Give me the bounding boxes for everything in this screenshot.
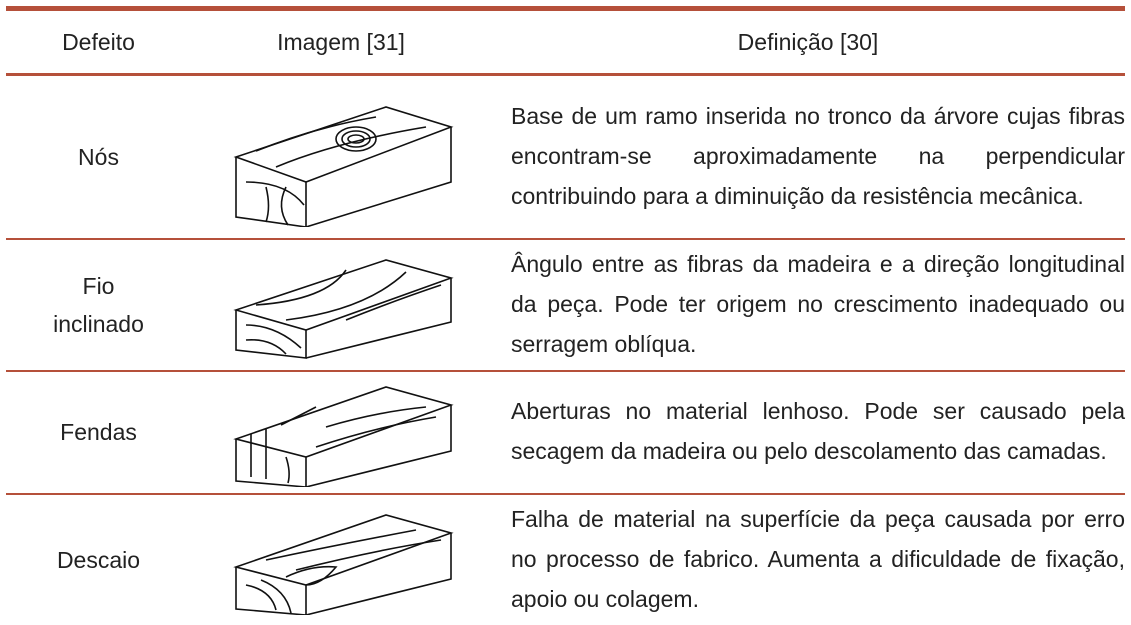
row: Fendas Aberturas no material lenhoso. Po… (6, 371, 1125, 494)
definition: Aberturas no material lenhoso. Pode ser … (511, 398, 1125, 464)
defect-name: Nós (78, 143, 119, 170)
header-cell: Defeito (62, 28, 135, 55)
defect-name: Descaio (56, 546, 141, 573)
row: Nós Base de um ramo inserida no tronco d… (6, 75, 1125, 239)
defect-name: Fio inclinado (53, 272, 144, 337)
definition: Falha de material na superfície da peça … (511, 505, 1125, 612)
header-cell: Definição [30] (737, 28, 879, 55)
definition: Ângulo entre as fibras da madeira e a di… (511, 250, 1125, 357)
defects-table: Defeito Imagem [31] Definição [30] Nós B… (6, 6, 1125, 625)
defect-name: Fendas (60, 419, 137, 445)
row: Fio inclinado Ângulo entre as fibras da … (6, 239, 1125, 371)
header-cell: Imagem [31] (277, 28, 405, 55)
row: Descaio Falha de material na superfície … (6, 494, 1125, 625)
wane-image (233, 513, 454, 615)
definition: Base de um ramo inserida no tronco da ár… (511, 102, 1125, 209)
slope-grain-image (233, 258, 454, 359)
cracks-image (233, 386, 454, 487)
header-row: Defeito Imagem [31] Definição [30] (6, 8, 1125, 75)
knot-image (233, 105, 454, 227)
